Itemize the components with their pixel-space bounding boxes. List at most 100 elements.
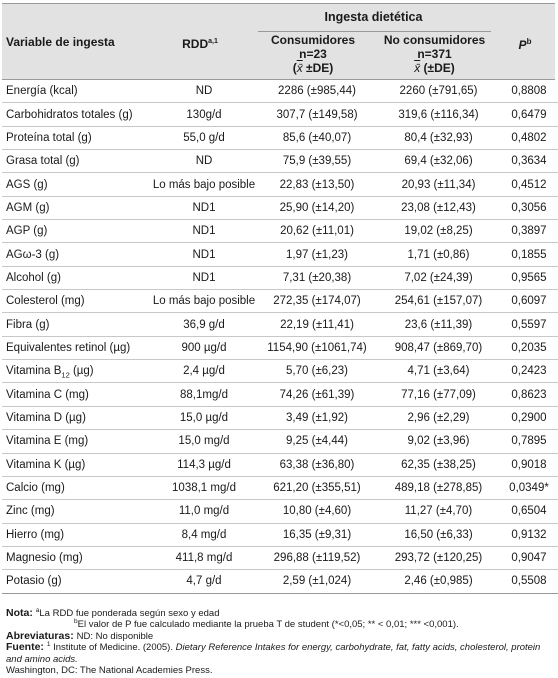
cell-p-value: 0,0349*: [499, 476, 558, 501]
cell-nonconsumers: 62,35 (±38,25): [378, 453, 499, 477]
cell-p-value: 0,9018: [499, 453, 558, 477]
cell-nonconsumers: 293,72 (±120,25): [378, 546, 499, 571]
cell-nonconsumers: 19,02 (±8,25): [378, 219, 499, 244]
table-row: Energía (kcal) ND 2286 (±985,44) 2260 (±791…: [2, 80, 558, 104]
header-group-divider: [258, 31, 491, 32]
source-sup: 1: [46, 641, 51, 649]
cell-consumers: 22,19 (±11,41): [256, 312, 378, 337]
table-row: Calcio (mg) 1038,1 mg/d 621,20 (±355,51) 48…: [2, 476, 558, 501]
cell-consumers: 307,7 (±149,58): [256, 102, 378, 127]
cell-nonconsumers: 23,08 (±12,43): [378, 196, 499, 221]
cell-variable-post: (µg): [69, 365, 94, 378]
abbreviations-colon: :: [70, 629, 77, 642]
cell-consumers: 20,62 (±11,01): [256, 219, 378, 244]
source-pre: Institute of Medicine. (2005).: [53, 642, 176, 654]
nutrient-intake-table: Variable de ingesta RDDa,1 Ingesta dieté…: [2, 3, 558, 594]
note-b-sup: b: [74, 618, 78, 626]
cell-p-value: 0,7895: [499, 429, 558, 454]
cell-nonconsumers: 11,27 (±4,70): [378, 499, 499, 524]
header-consumers: Consumidores n=23 (x̄ ±DE): [252, 33, 374, 75]
table-row: Potasio (g) 4,7 g/d 2,59 (±1,024) 2,46 (±0,…: [2, 569, 558, 594]
table-row: Equivalentes retinol (µg) 900 µg/d 1154,90…: [2, 336, 558, 361]
cell-nonconsumers: 20,93 (±11,34): [378, 172, 499, 197]
cell-p-value: 0,1855: [499, 242, 558, 267]
header-consumers-mean-symbol: x̄: [296, 61, 303, 75]
note-a: Nota: aLa RDD fue ponderada según sexo y…: [6, 607, 554, 619]
source-publisher: Washington, DC: The National Academies P…: [6, 665, 213, 677]
table-notes: Nota: aLa RDD fue ponderada según sexo y…: [6, 607, 554, 677]
cell-rdd: 15,0 mg/d: [152, 429, 256, 454]
cell-p-value: 0,5597: [499, 312, 558, 337]
table-row: Carbohidratos totales (g) 130g/d 307,7 (±1…: [2, 102, 558, 127]
source-label: Fuente: [6, 641, 41, 654]
cell-rdd: ND1: [152, 219, 256, 244]
cell-consumers: 9,25 (±4,44): [256, 429, 378, 454]
header-rdd-label: RDD: [182, 37, 209, 51]
cell-rdd: 15,0 µg/d: [152, 406, 256, 431]
cell-variable: Hierro (mg): [2, 523, 152, 547]
cell-p-value: 0,6479: [499, 102, 558, 127]
cell-p-value: 0,8623: [499, 382, 558, 407]
cell-variable: Grasa total (g): [2, 149, 152, 174]
cell-rdd: 114,3 µg/d: [152, 453, 256, 477]
cell-rdd: 2,4 µg/d: [152, 359, 256, 384]
cell-variable-sub: 12: [61, 370, 70, 380]
cell-consumers: 2,59 (±1,024): [256, 569, 378, 594]
header-p-value: Pb: [495, 35, 555, 52]
cell-p-value: 0,9132: [499, 523, 558, 547]
cell-p-value: 0,9047: [499, 546, 558, 571]
table-header: Variable de ingesta RDDa,1 Ingesta dieté…: [2, 3, 555, 80]
table-body: Energía (kcal) ND 2286 (±985,44) 2260 (±791…: [2, 80, 558, 594]
note-a-text: La RDD fue ponderada según sexo y edad: [39, 608, 220, 619]
header-nonconsumers: No consumidores n=371 x̄ (±DE): [374, 33, 495, 75]
cell-consumers: 75,9 (±39,55): [256, 149, 378, 174]
cell-variable: Equivalentes retinol (µg): [2, 336, 152, 361]
cell-rdd: 11,0 mg/d: [152, 499, 256, 524]
cell-consumers: 63,38 (±36,80): [256, 453, 378, 477]
cell-rdd: Lo más bajo posible: [152, 289, 256, 314]
cell-nonconsumers: 908,47 (±869,70): [378, 336, 499, 361]
table-row: Vitamina B12 (µg) 2,4 µg/d 5,70 (±6,23) 4,7…: [2, 359, 558, 384]
cell-p-value: 0,8808: [499, 80, 558, 104]
cell-consumers: 296,88 (±119,52): [256, 546, 378, 571]
cell-rdd: 8,4 mg/d: [152, 523, 256, 547]
cell-variable: Vitamina K (µg): [2, 453, 152, 477]
header-consumers-stat: (x̄ ±DE): [252, 61, 374, 75]
cell-nonconsumers: 2,46 (±0,985): [378, 569, 499, 594]
header-consumers-title: Consumidores: [270, 33, 355, 47]
cell-variable: AGS (g): [2, 172, 152, 197]
cell-p-value: 0,6097: [499, 289, 558, 314]
cell-nonconsumers: 4,71 (±3,64): [378, 359, 499, 384]
cell-p-value: 0,9565: [499, 266, 558, 291]
cell-variable: Vitamina E (mg): [2, 429, 152, 454]
table-row: Magnesio (mg) 411,8 mg/d 296,88 (±119,52) 2…: [2, 546, 558, 571]
cell-consumers: 3,49 (±1,92): [256, 406, 378, 431]
cell-p-value: 0,3897: [499, 219, 558, 244]
header-nonconsumers-n: n=371: [417, 47, 452, 61]
cell-consumers: 1154,90 (±1061,74): [256, 336, 378, 361]
cell-rdd: 1038,1 mg/d: [152, 476, 256, 501]
source: Fuente: 1 Institute of Medicine. (2005).…: [6, 641, 554, 665]
table-row: AGP (g) ND1 20,62 (±11,01) 19,02 (±8,25) 0,3…: [2, 219, 558, 244]
cell-consumers: 22,83 (±13,50): [256, 172, 378, 197]
cell-rdd: 130g/d: [152, 102, 256, 127]
cell-variable: Magnesio (mg): [2, 546, 152, 571]
header-group-intake: Ingesta dietética: [324, 10, 423, 24]
cell-nonconsumers: 254,61 (±157,07): [378, 289, 499, 314]
table-row: Vitamina C (mg) 88,1mg/d 74,26 (±61,39) 77,…: [2, 382, 558, 407]
table-rows: Energía (kcal) ND 2286 (±985,44) 2260 (±791…: [2, 80, 558, 594]
cell-variable: Vitamina D (µg): [2, 406, 152, 431]
cell-consumers: 7,31 (±20,38): [256, 266, 378, 291]
source-title: Dietary Reference Intakes for energy, ca…: [6, 642, 541, 665]
cell-rdd: 900 µg/d: [152, 336, 256, 361]
table-row: Colesterol (mg) Lo más bajo posible 272,35…: [2, 289, 558, 314]
cell-nonconsumers: 16,50 (±6,33): [378, 523, 499, 547]
note-colon: :: [29, 607, 36, 619]
cell-consumers: 621,20 (±355,51): [256, 476, 378, 501]
table-row: Fibra (g) 36,9 g/d 22,19 (±11,41) 23,6 (±11…: [2, 312, 558, 337]
cell-p-value: 0,3056: [499, 196, 558, 221]
cell-variable: Vitamina C (mg): [2, 382, 152, 407]
cell-p-value: 0,4512: [499, 172, 558, 197]
cell-rdd: ND: [152, 80, 256, 104]
table-row: AGS (g) Lo más bajo posible 22,83 (±13,50)…: [2, 172, 558, 197]
